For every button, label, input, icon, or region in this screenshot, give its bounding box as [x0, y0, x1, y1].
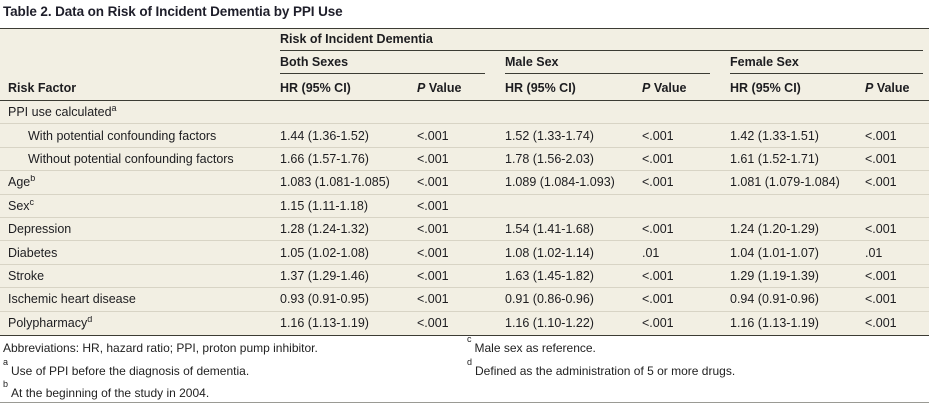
pvalue-both-cell: <.001	[417, 151, 449, 166]
pvalue-male-cell: .01	[642, 245, 660, 260]
table-row: Diabetes 1.05 (1.02-1.08) <.001 1.08 (1.02-…	[0, 241, 929, 265]
pvalue-female-cell: <.001	[865, 175, 897, 190]
pvalue-male-cell: <.001	[642, 292, 674, 307]
hr-both-cell: 1.44 (1.36-1.52)	[280, 128, 369, 143]
hr-female-cell: 1.61 (1.52-1.71)	[730, 151, 819, 166]
pvalue-female-cell: <.001	[865, 222, 897, 237]
pvalue-both-cell: <.001	[417, 198, 449, 213]
table-body: PPI use calculateda With potential confou…	[0, 101, 929, 336]
risk-factor-cell: Ischemic heart disease	[8, 292, 136, 307]
pvalue-female-cell: <.001	[865, 151, 897, 166]
hr-both-cell: 1.16 (1.13-1.19)	[280, 316, 369, 331]
header-column-row: Risk Factor HR (95% CI) P Value HR (95% …	[0, 74, 929, 100]
table-title: Table 2. Data on Risk of Incident Dement…	[3, 4, 343, 19]
hr-female-cell: 1.29 (1.19-1.39)	[730, 268, 819, 283]
pvalue-both-cell: <.001	[417, 245, 449, 260]
hr-both-cell: 1.37 (1.29-1.46)	[280, 268, 369, 283]
pvalue-both-cell: <.001	[417, 222, 449, 237]
risk-factor-cell: Without potential confounding factors	[28, 151, 234, 166]
risk-factor-cell: PPI use calculateda	[8, 105, 117, 120]
table-row: PPI use calculateda	[0, 101, 929, 125]
table-row: Ischemic heart disease 0.93 (0.91-0.95) <.…	[0, 288, 929, 312]
pvalue-male-cell: <.001	[642, 316, 674, 331]
risk-factor-cell: Stroke	[8, 268, 45, 283]
pvalue-both-cell: <.001	[417, 128, 449, 143]
hr-male-cell: 1.089 (1.084-1.093)	[505, 175, 615, 190]
footnote-line: d Defined as the administration of 5 or m…	[467, 356, 736, 378]
pvalue-male-cell: <.001	[642, 222, 674, 237]
hr-male-cell: 1.16 (1.10-1.22)	[505, 316, 594, 331]
table-row: Depression 1.28 (1.24-1.32) <.001 1.54 (1.4…	[0, 218, 929, 242]
hr-both-cell: 1.28 (1.24-1.32)	[280, 222, 369, 237]
col-header-hr-both: HR (95% CI)	[280, 81, 351, 95]
table-row: Ageb 1.083 (1.081-1.085) <.001 1.089 (1.084…	[0, 171, 929, 195]
hr-female-cell: 1.04 (1.01-1.07)	[730, 245, 819, 260]
table-row: Without potential confounding factors 1.6…	[0, 148, 929, 172]
hr-female-cell: 1.081 (1.079-1.084)	[730, 175, 840, 190]
pvalue-both-cell: <.001	[417, 316, 449, 331]
hr-both-cell: 1.66 (1.57-1.76)	[280, 151, 369, 166]
hr-both-cell: 0.93 (0.91-0.95)	[280, 292, 369, 307]
table-row: With potential confounding factors 1.44 (…	[0, 124, 929, 148]
table-row: Sexc 1.15 (1.11-1.18) <.001	[0, 195, 929, 218]
header-spanner-row: Risk of Incident Dementia	[0, 29, 929, 51]
footnote-line: c Male sex as reference.	[467, 334, 596, 356]
col-header-hr-male: HR (95% CI)	[505, 81, 576, 95]
footnotes-left-column: Abbreviations: HR, hazard ratio; PPI, pr…	[3, 338, 453, 403]
hr-male-cell: 1.54 (1.41-1.68)	[505, 222, 594, 237]
pvalue-female-cell: .01	[865, 245, 883, 260]
pvalue-female-cell: <.001	[865, 128, 897, 143]
hr-both-cell: 1.083 (1.081-1.085)	[280, 175, 390, 190]
group-header-female-sex: Female Sex	[730, 51, 923, 74]
hr-female-cell: 1.24 (1.20-1.29)	[730, 222, 819, 237]
hr-both-cell: 1.15 (1.11-1.18)	[280, 198, 369, 213]
hr-female-cell: 1.42 (1.33-1.51)	[730, 128, 819, 143]
table-header: Risk of Incident Dementia Both Sexes Mal…	[0, 29, 929, 101]
table-row: Polypharmacyd 1.16 (1.13-1.19) <.001 1.16 (…	[0, 312, 929, 335]
risk-factor-cell: Ageb	[8, 175, 36, 190]
footnote-line: Abbreviations: HR, hazard ratio; PPI, pr…	[3, 341, 318, 355]
pvalue-male-cell: <.001	[642, 268, 674, 283]
pvalue-male-cell: <.001	[642, 128, 674, 143]
col-header-pvalue-male: P Value	[642, 81, 687, 95]
pvalue-both-cell: <.001	[417, 175, 449, 190]
hr-male-cell: 1.78 (1.56-2.03)	[505, 151, 594, 166]
pvalue-both-cell: <.001	[417, 292, 449, 307]
footnote-line: b At the beginning of the study in 2004.	[3, 379, 210, 401]
pvalue-male-cell: <.001	[642, 175, 674, 190]
footnotes-right-column: c Male sex as reference. d Defined as the a…	[467, 334, 926, 383]
col-header-pvalue-female: P Value	[865, 81, 910, 95]
risk-factor-cell: Diabetes	[8, 245, 58, 260]
col-header-risk-factor: Risk Factor	[8, 81, 77, 95]
hr-female-cell: 1.16 (1.13-1.19)	[730, 316, 819, 331]
header-group-row: Both Sexes Male Sex Female Sex	[0, 51, 929, 74]
hr-female-cell: 0.94 (0.91-0.96)	[730, 292, 819, 307]
hr-male-cell: 1.08 (1.02-1.14)	[505, 245, 594, 260]
risk-factor-cell: Depression	[8, 222, 72, 237]
col-header-hr-female: HR (95% CI)	[730, 81, 801, 95]
pvalue-female-cell: <.001	[865, 316, 897, 331]
group-header-male-sex: Male Sex	[505, 51, 710, 74]
risk-factor-cell: Sexc	[8, 198, 35, 213]
pvalue-female-cell: <.001	[865, 292, 897, 307]
table-row: Stroke 1.37 (1.29-1.46) <.001 1.63 (1.45-1.…	[0, 265, 929, 289]
spanner-risk-of-incident-dementia: Risk of Incident Dementia	[280, 29, 923, 51]
footnote-line: a Use of PPI before the diagnosis of deme…	[3, 356, 250, 378]
pvalue-female-cell: <.001	[865, 268, 897, 283]
pvalue-both-cell: <.001	[417, 268, 449, 283]
hr-both-cell: 1.05 (1.02-1.08)	[280, 245, 369, 260]
group-header-both-sexes: Both Sexes	[280, 51, 485, 74]
data-table: Risk of Incident Dementia Both Sexes Mal…	[0, 28, 929, 336]
risk-factor-cell: Polypharmacyd	[8, 316, 93, 331]
pvalue-male-cell: <.001	[642, 151, 674, 166]
risk-factor-cell: With potential confounding factors	[28, 128, 217, 143]
hr-male-cell: 1.52 (1.33-1.74)	[505, 128, 594, 143]
col-header-pvalue-both: P Value	[417, 81, 462, 95]
hr-male-cell: 1.63 (1.45-1.82)	[505, 268, 594, 283]
hr-male-cell: 0.91 (0.86-0.96)	[505, 292, 594, 307]
